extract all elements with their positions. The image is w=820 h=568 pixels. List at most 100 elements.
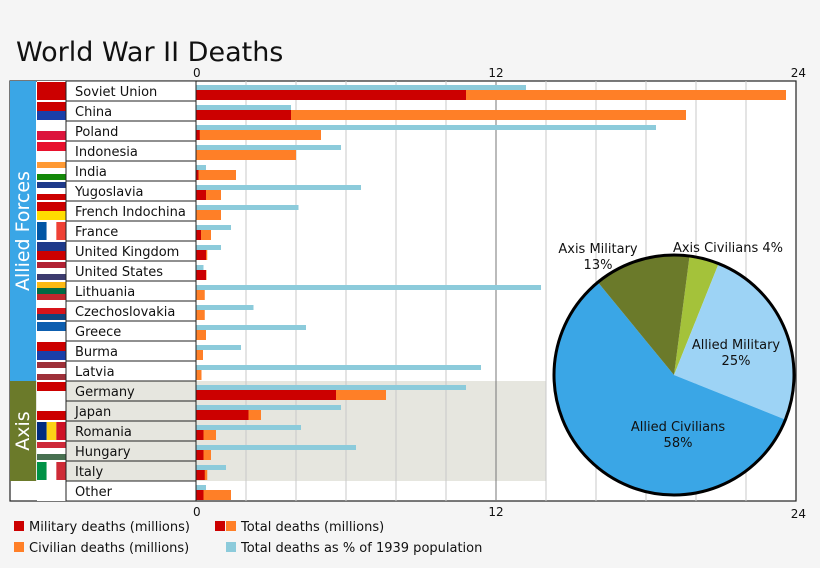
group-band-axis [10,381,36,481]
tick-label-top: 24 [791,66,806,80]
bar-military-italy [196,470,205,480]
category-label-italy: Italy [75,465,104,480]
flag-china [37,101,66,121]
bar-total-greece [196,330,206,340]
bar-percent-indonesia [196,145,341,150]
legend-total-text: Total deaths (millions) [240,520,384,535]
bar-military-china [196,110,291,120]
bar-total-romania [196,430,216,440]
category-label-burma: Burma [75,345,118,360]
legend-military-text: Military deaths (millions) [29,520,190,535]
bar-total-soviet-union [196,90,786,100]
pie-pct-allied-military: 25% [722,354,751,369]
group-label-allied-forces: Allied Forces [12,171,34,291]
flag-poland [37,121,66,141]
category-label-french-indochina: French Indochina [75,205,186,220]
category-label-poland: Poland [75,125,118,140]
category-label-hungary: Hungary [75,445,131,460]
tick-label-bottom: 24 [791,507,806,521]
bar-percent-czechoslovakia [196,305,254,310]
bar-percent-burma [196,345,241,350]
flag-hungary [37,441,66,461]
tick-label-bottom: 0 [193,505,201,519]
pie-pct-allied-civilians: 58% [664,436,693,451]
pie-label-axis-military: Axis Military [558,242,638,257]
flag-yugoslavia [37,181,66,201]
legend-civilian: Civilian deaths (millions) [14,541,189,556]
bar-percent-japan [196,405,341,410]
flag-india [37,161,66,181]
category-label-united-kingdom: United Kingdom [75,245,179,260]
bar-total-other [196,490,231,500]
flag-burma [37,341,66,361]
bar-total-french-indochina [196,210,221,220]
pie-outline [552,253,796,497]
category-label-india: India [75,165,107,180]
bar-percent-italy [196,465,226,470]
legend-military-swatch [14,521,24,531]
bar-percent-soviet-union [196,85,526,90]
group-band-allied-forces [10,81,36,381]
legend-total-swatch [215,521,225,531]
flag-czechoslovakia [37,301,66,321]
bar-military-hungary [196,450,204,460]
bar-percent-united-states [196,265,204,270]
legend-civilian-text: Civilian deaths (millions) [29,541,189,556]
category-label-other: Other [75,485,113,500]
pie-label-axis-civilians: Axis Civilians 4% [673,241,783,256]
pie-slice-allied-military [674,263,794,420]
flag-united-kingdom [37,241,66,261]
flag-lithuania [37,281,66,301]
legend-total-swatch [226,521,236,531]
bar-percent-germany [196,385,466,390]
bar-total-latvia [196,370,202,380]
flag-other [37,481,66,501]
bar-total-indonesia [196,150,296,160]
bar-total-france [196,230,211,240]
bar-total-india [196,170,236,180]
tick-label-bottom: 12 [488,505,503,519]
bar-military-united-kingdom [196,250,206,260]
flag-soviet-union [37,81,66,101]
category-label-soviet-union: Soviet Union [75,85,157,100]
pie-label-allied-civilians: Allied Civilians [631,420,726,435]
category-label-japan: Japan [74,405,111,420]
bar-military-yugoslavia [196,190,206,200]
category-label-latvia: Latvia [75,365,115,380]
flag-germany [37,381,66,401]
flag-latvia [37,361,66,381]
chart-title: World War II Deaths [16,37,283,68]
category-label-romania: Romania [75,425,132,440]
category-label-france: France [75,225,118,240]
bar-percent-hungary [196,445,356,450]
bar-percent-romania [196,425,301,430]
category-label-lithuania: Lithuania [75,285,135,300]
bar-military-romania [196,430,204,440]
bar-percent-french-indochina [196,205,299,210]
category-label-greece: Greece [75,325,121,340]
bar-military-united-states [196,270,206,280]
flag-japan [37,401,66,421]
legend-percent-swatch [226,542,236,552]
flag-france [37,221,66,241]
bar-percent-china [196,105,291,110]
category-label-germany: Germany [75,385,135,400]
flag-indonesia [37,141,66,161]
category-label-yugoslavia: Yugoslavia [74,185,144,200]
bar-percent-india [196,165,206,170]
legend-civilian-swatch [14,542,24,552]
flag-united-states [37,261,66,281]
legend-military: Military deaths (millions) [14,520,190,535]
bar-percent-poland [196,125,656,130]
bar-percent-other [196,485,206,490]
bar-total-czechoslovakia [196,310,205,320]
tick-label-top: 0 [193,66,201,80]
bar-percent-united-kingdom [196,245,221,250]
pie-slice-axis-civilians [674,256,719,375]
pie-slice-allied-civilians [554,282,786,495]
category-label-united-states: United States [75,265,163,280]
pie-slice-axis-military [597,255,690,375]
bar-total-lithuania [196,290,205,300]
